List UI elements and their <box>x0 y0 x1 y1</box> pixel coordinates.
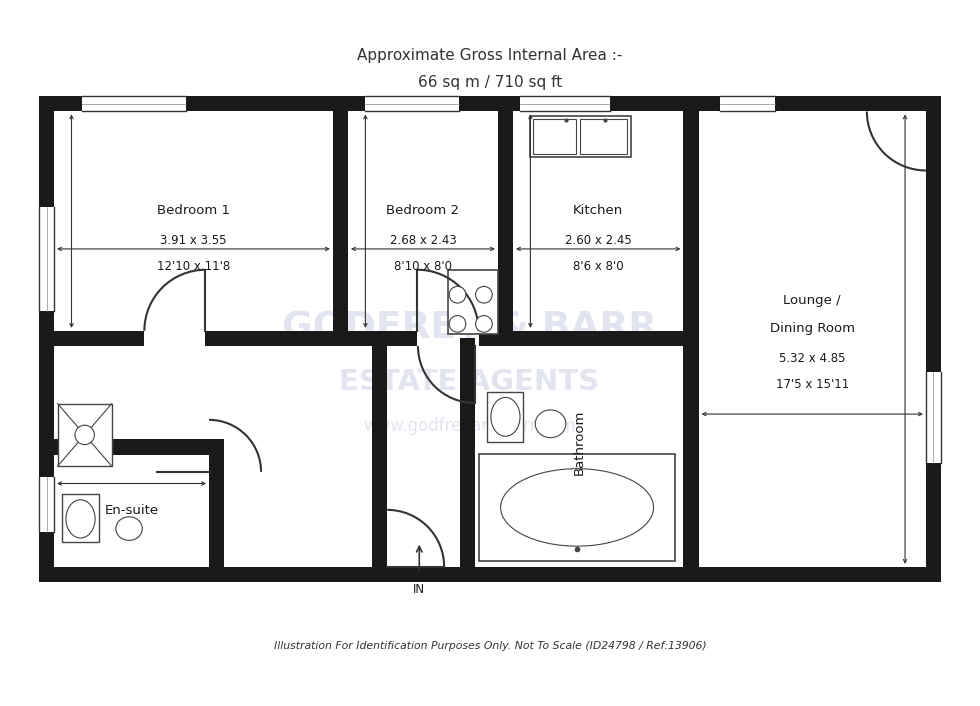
Text: 5.32 x 4.85: 5.32 x 4.85 <box>779 352 846 365</box>
Bar <box>530 116 631 157</box>
Bar <box>926 373 941 462</box>
Bar <box>82 96 186 112</box>
Bar <box>487 392 523 442</box>
Bar <box>478 331 498 346</box>
Bar <box>580 119 627 154</box>
Bar <box>39 96 941 112</box>
Bar <box>63 494 99 542</box>
Bar <box>926 96 941 582</box>
Bar <box>514 331 683 346</box>
Bar <box>533 119 576 154</box>
Bar <box>333 96 348 346</box>
Bar <box>54 439 224 455</box>
Text: Approximate Gross Internal Area :-: Approximate Gross Internal Area :- <box>358 49 622 64</box>
Text: Kitchen: Kitchen <box>573 204 623 217</box>
Text: www.godfreyandbarr.com: www.godfreyandbarr.com <box>363 417 575 435</box>
Bar <box>39 96 54 582</box>
Bar <box>460 338 475 567</box>
Text: 2.60 x 2.45: 2.60 x 2.45 <box>564 234 632 247</box>
Bar <box>719 96 775 112</box>
Bar <box>209 455 224 567</box>
Bar <box>683 96 699 582</box>
Circle shape <box>449 287 466 303</box>
Text: IN: IN <box>414 583 425 597</box>
Text: 12'10 x 11'8: 12'10 x 11'8 <box>157 260 230 273</box>
Bar <box>498 96 514 346</box>
Text: Bedroom 1: Bedroom 1 <box>157 204 230 217</box>
Text: 17'5 x 15'11: 17'5 x 15'11 <box>775 378 849 390</box>
Text: 2.68 x 2.43: 2.68 x 2.43 <box>389 234 457 247</box>
Text: 3.91 x 3.55: 3.91 x 3.55 <box>160 234 226 247</box>
Text: Illustration For Identification Purposes Only. Not To Scale (ID24798 / Ref:13906: Illustration For Identification Purposes… <box>273 641 707 651</box>
Ellipse shape <box>66 500 95 538</box>
Text: Bedroom 2: Bedroom 2 <box>386 204 460 217</box>
Bar <box>39 477 54 532</box>
Text: 66 sq m / 710 sq ft: 66 sq m / 710 sq ft <box>417 75 563 90</box>
Ellipse shape <box>491 397 520 436</box>
Circle shape <box>449 316 466 333</box>
Circle shape <box>475 316 492 333</box>
Ellipse shape <box>535 410 565 438</box>
Text: 8'6 x 8'0: 8'6 x 8'0 <box>573 260 623 273</box>
Bar <box>39 208 54 311</box>
Text: Lounge /: Lounge / <box>783 294 841 307</box>
Bar <box>448 270 498 334</box>
Bar <box>54 331 144 346</box>
Text: Bathroom: Bathroom <box>572 410 586 475</box>
Bar <box>479 454 675 561</box>
Bar <box>372 331 387 567</box>
Ellipse shape <box>501 469 654 546</box>
Circle shape <box>74 425 94 445</box>
Text: En-suite: En-suite <box>105 504 159 517</box>
Bar <box>58 404 112 466</box>
Text: ESTATE AGENTS: ESTATE AGENTS <box>339 368 599 396</box>
Circle shape <box>475 287 492 303</box>
Bar <box>39 567 941 582</box>
Bar <box>348 331 417 346</box>
Text: 8'10 x 8'0: 8'10 x 8'0 <box>394 260 452 273</box>
Ellipse shape <box>116 517 142 540</box>
Bar <box>520 96 611 112</box>
Text: GODFREY & BARR: GODFREY & BARR <box>281 311 657 347</box>
Bar <box>206 331 333 346</box>
Bar <box>366 96 459 112</box>
Text: Dining Room: Dining Room <box>769 322 855 335</box>
